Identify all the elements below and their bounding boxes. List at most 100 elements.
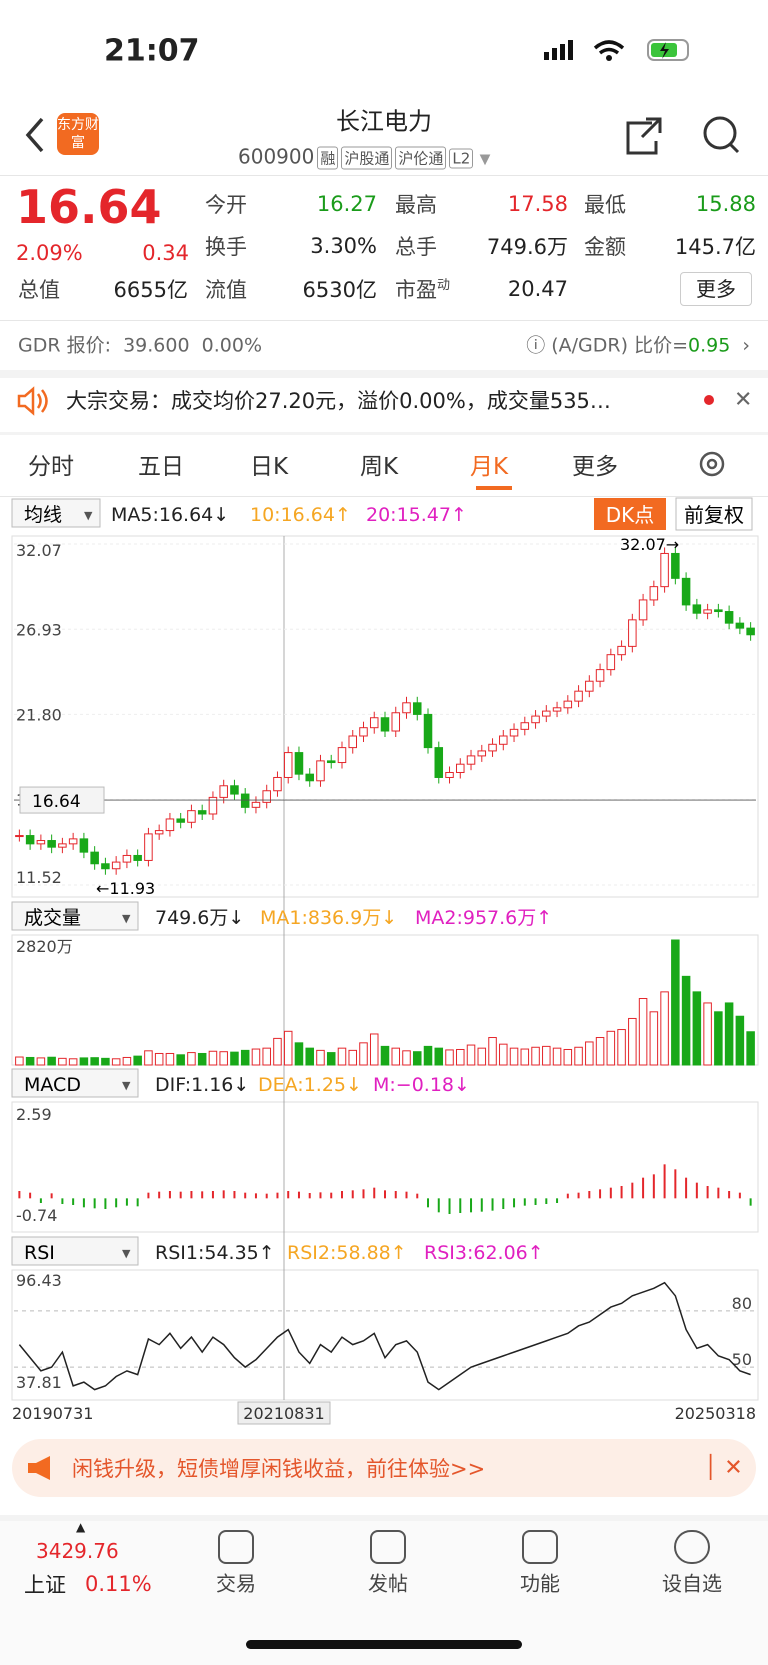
volume-bar: [208, 1050, 218, 1066]
tab[interactable]: 分时: [28, 454, 74, 480]
index-pct[interactable]: 0.11%: [85, 1572, 152, 1596]
nav-icon[interactable]: [522, 1530, 558, 1564]
field-label: 金额: [584, 235, 626, 259]
candle: [649, 586, 659, 601]
settings[interactable]: [696, 448, 728, 480]
nav-icon[interactable]: [218, 1530, 254, 1564]
tab[interactable]: 月K: [470, 454, 509, 480]
indicator-value: DIF:1.16↓: [155, 1074, 249, 1096]
field-sup: 动: [437, 278, 451, 293]
arrow: ▲: [76, 1520, 86, 1534]
selector[interactable]: [11, 1236, 139, 1266]
index-value[interactable]: 3429.76: [36, 1539, 119, 1563]
volume-bar: [606, 1030, 616, 1066]
dk-label[interactable]: DK点: [606, 503, 655, 527]
candle: [133, 854, 142, 861]
volume-bar: [219, 1051, 228, 1066]
candle: [660, 552, 669, 588]
volume-bar: [47, 1056, 56, 1066]
y-tick-label: 32.07: [16, 541, 62, 560]
tab[interactable]: 周K: [360, 454, 399, 480]
candle: [499, 735, 508, 745]
volume-bar: [445, 1049, 454, 1066]
volume-bar: [111, 1058, 121, 1066]
candle: [348, 735, 358, 749]
header-icons[interactable]: [622, 113, 742, 157]
nav-icon[interactable]: [674, 1530, 710, 1564]
banner[interactable]: [12, 1439, 756, 1497]
field-label: 总手: [395, 235, 437, 259]
status-icons: [544, 39, 689, 61]
candle: [25, 835, 35, 845]
selector-label[interactable]: 均线: [24, 504, 62, 526]
volume-bar: [574, 1046, 583, 1066]
volume-bar: [542, 1045, 551, 1066]
selector-label[interactable]: MACD: [24, 1074, 81, 1096]
volume-bar: [671, 939, 680, 1066]
selector[interactable]: [11, 1068, 139, 1098]
more-button[interactable]: 更多: [680, 272, 752, 306]
tab[interactable]: 五日: [138, 454, 184, 480]
dk-button[interactable]: [594, 498, 666, 530]
candle: [445, 771, 454, 778]
volume-bar: [122, 1056, 132, 1066]
selector[interactable]: [11, 498, 101, 528]
crosshair-box: [19, 786, 105, 814]
volume-bar: [380, 1045, 390, 1066]
date-box: [237, 1401, 331, 1425]
fq-button[interactable]: [675, 497, 753, 531]
volume-bar: [692, 991, 702, 1066]
notice[interactable]: 大宗交易：成交均价27.20元，溢价0.00%，成交量535…: [66, 389, 611, 413]
nav-label[interactable]: 设自选: [662, 1571, 722, 1596]
tab[interactable]: 更多: [572, 454, 618, 480]
volume-bar: [133, 1055, 142, 1066]
candle: [111, 861, 121, 870]
date-label: 20250318: [675, 1404, 756, 1423]
candle: [638, 599, 648, 621]
candle: [154, 830, 164, 835]
nav-label[interactable]: 功能: [520, 1571, 560, 1596]
nav-label[interactable]: 发帖: [368, 1571, 408, 1596]
field-label: 总值: [18, 278, 60, 302]
volume-bar: [412, 1051, 422, 1066]
banner-close[interactable]: │ ✕: [704, 1455, 743, 1481]
volume-bar: [681, 975, 691, 1066]
field-label: 流值: [205, 278, 247, 302]
volume-bar: [402, 1050, 411, 1066]
back[interactable]: [20, 115, 50, 155]
ratio[interactable]: ⓘ (A/GDR) 比价=0.95 ›: [526, 334, 750, 357]
indicator-value: M:−0.18↓: [373, 1074, 470, 1096]
speaker: [17, 386, 48, 416]
candle: [36, 840, 46, 845]
volume-bar: [746, 1031, 755, 1066]
field-value: 20.47: [507, 277, 568, 301]
high-label: 32.07→: [620, 535, 679, 554]
volume-bar: [735, 1015, 745, 1066]
index-name[interactable]: 上证: [24, 1573, 66, 1597]
logo: 东方财富: [57, 113, 99, 155]
candle: [58, 843, 67, 848]
candle: [294, 752, 304, 775]
selector-label[interactable]: 成交量: [24, 907, 81, 929]
volume-bar: [294, 1042, 304, 1066]
selector-arrow: ▼: [122, 1079, 131, 1092]
indicator-value: DEA:1.25↓: [258, 1074, 362, 1096]
volume-bar: [369, 1033, 379, 1066]
time: 21:07: [104, 33, 200, 69]
code-row: 600900 融沪股通 沪伦通 L2 ▼: [238, 144, 491, 170]
dot: [704, 395, 714, 405]
fq-label[interactable]: 前复权: [684, 503, 744, 527]
candle: [402, 702, 411, 714]
selector-label[interactable]: RSI: [24, 1242, 55, 1264]
nav-label[interactable]: 交易: [216, 1571, 256, 1596]
volume-bar: [617, 1029, 626, 1066]
volume-bar: [724, 1002, 734, 1066]
close[interactable]: ✕: [734, 387, 753, 413]
tag: 沪股通: [341, 146, 393, 170]
nav-icon[interactable]: [370, 1530, 406, 1564]
level-label: 50: [732, 1350, 752, 1369]
field-label: 今开: [205, 193, 247, 217]
tab[interactable]: 日K: [250, 454, 289, 480]
indicator-value: 20:15.47↑: [366, 504, 467, 526]
selector[interactable]: [11, 901, 139, 931]
